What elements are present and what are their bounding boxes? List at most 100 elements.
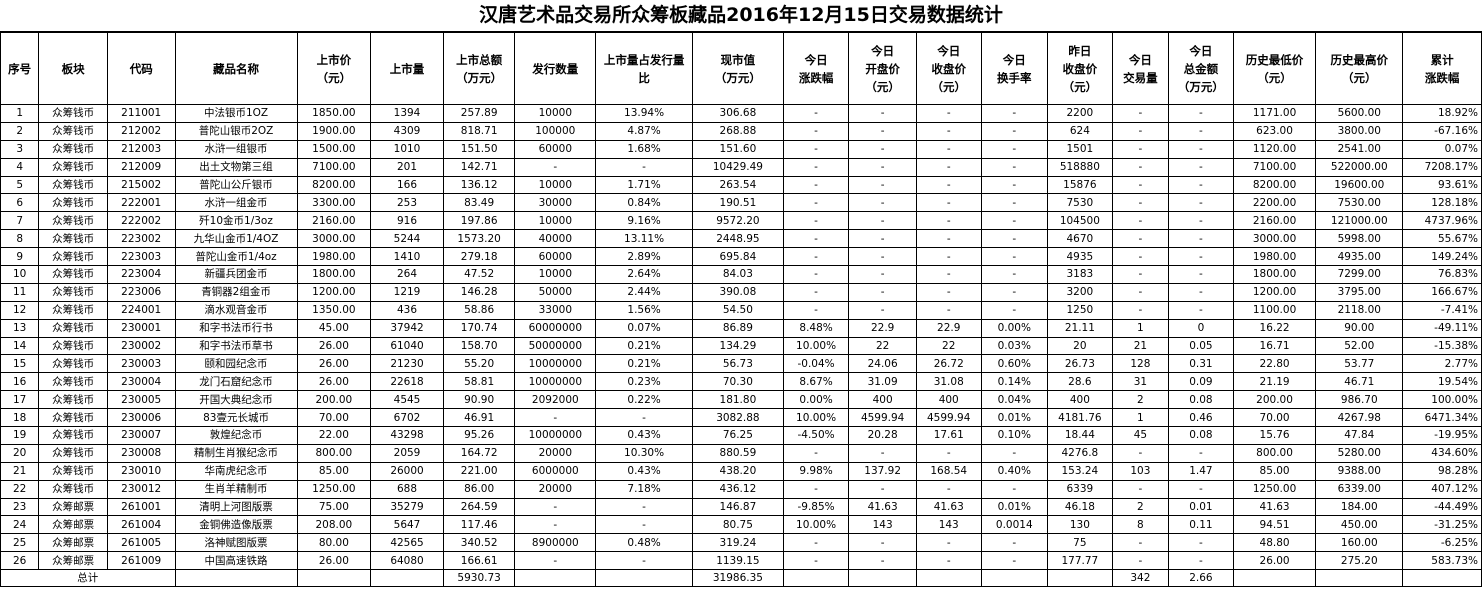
table-cell: 0 <box>1168 318 1234 338</box>
table-cell: 0.07% <box>1402 139 1482 159</box>
table-cell: - <box>980 265 1049 284</box>
table-cell: - <box>848 211 917 231</box>
table-cell: 33000 <box>514 300 597 320</box>
table-cell: - <box>1111 265 1170 284</box>
table-cell: 洛神赋图版票 <box>174 533 298 553</box>
table-cell: 1 <box>0 104 40 123</box>
table-cell: 166.61 <box>442 551 516 571</box>
table-cell: 76.25 <box>692 426 784 445</box>
table-cell: 九华山金币1/4OZ <box>174 229 298 249</box>
table-cell: 117.46 <box>442 515 516 535</box>
table-cell: -67.16% <box>1402 121 1482 141</box>
table-cell: - <box>915 104 982 123</box>
table-cell: - <box>848 533 917 553</box>
table-row: 5 众筹钱币 215002 普陀山公斤银币 8200.00 166 136.12 10000 1… <box>0 175 1482 195</box>
table-cell: 20 <box>0 443 40 463</box>
table-cell: 华南虎纪念币 <box>174 461 298 481</box>
header-row: 序号 板块 代码 藏品名称 上市价 （元） 上市量 上市总额 （万元） 发行数量 上市量占发行量比现… <box>0 32 1482 105</box>
table-cell: 230008 <box>106 443 176 463</box>
table-row: 21 众筹钱币 230010 华南虎纪念币 85.00 26000 221.00 600000… <box>0 461 1482 481</box>
table-cell: 18.92% <box>1402 104 1482 123</box>
table-cell: 3800.00 <box>1315 121 1404 141</box>
table-cell: 275.20 <box>1315 551 1404 571</box>
table-cell: 45.00 <box>296 318 372 338</box>
table-cell: 水浒一组金币 <box>174 193 298 213</box>
table-cell: 1.47 <box>1168 461 1234 481</box>
table-cell: 212009 <box>106 157 176 177</box>
table-cell: 880.59 <box>692 443 784 463</box>
table-cell: 143 <box>915 515 982 535</box>
table-cell: 319.24 <box>692 533 784 553</box>
table-cell: 85.00 <box>1232 461 1317 481</box>
table-row: 4 众筹钱币 212009 出土文物第三组 7100.00 201 142.71- -1042… <box>0 157 1482 177</box>
table-cell: 58.81 <box>442 372 516 392</box>
table-cell: 268.88 <box>692 121 784 141</box>
table-cell: 众筹钱币 <box>38 282 108 302</box>
table-cell: 4599.94 <box>848 408 917 428</box>
table-cell: - <box>595 497 693 517</box>
table-cell: 22.9 <box>848 318 917 338</box>
table-cell: 2.64% <box>595 265 693 284</box>
table-cell: - <box>980 157 1049 177</box>
table-cell: 众筹邮票 <box>38 533 108 553</box>
table-cell: 197.86 <box>442 211 516 231</box>
column-header-text: 历史最高价 <box>1330 52 1389 67</box>
table-cell: - <box>1168 282 1234 302</box>
column-header-text: （元） <box>865 79 900 94</box>
table-cell: 歼10金币1/3oz <box>174 211 298 231</box>
table-cell: - <box>915 229 982 249</box>
table-cell: - <box>1168 265 1234 284</box>
column-header: 藏品名称 <box>174 32 298 105</box>
table-cell: 166.67% <box>1402 282 1482 302</box>
table-cell: 龙门石窟纪念币 <box>174 372 298 392</box>
table-cell: 263.54 <box>692 175 784 195</box>
table-cell: 1200.00 <box>1232 282 1317 302</box>
table-row: 22 众筹钱币 230012 生肖羊精制币 1250.00 688 86.00 20000 7.… <box>0 479 1482 499</box>
table-cell: - <box>1111 229 1170 249</box>
table-cell: 222002 <box>106 211 176 231</box>
table-cell: 1350.00 <box>296 300 372 320</box>
table-cell: - <box>980 533 1049 553</box>
column-header-text: 累计 <box>1430 52 1454 67</box>
table-cell: 18.44 <box>1047 426 1113 445</box>
column-header: 上市价 （元） <box>296 32 372 105</box>
table-cell: 45 <box>1111 426 1170 445</box>
table-cell: 4181.76 <box>1047 408 1113 428</box>
table-cell: 2059 <box>370 443 444 463</box>
table-cell: - <box>980 300 1049 320</box>
table-cell: - <box>848 157 917 177</box>
table-cell: 26.72 <box>915 354 982 374</box>
table-cell: -19.95% <box>1402 426 1482 445</box>
table-cell: 普陀山公斤银币 <box>174 175 298 195</box>
table-cell: 153.24 <box>1047 461 1113 481</box>
table-cell: 0.40% <box>980 461 1049 481</box>
table-cell: 70.30 <box>692 372 784 392</box>
table-cell: - <box>980 443 1049 463</box>
table-cell: 1980.00 <box>296 247 372 267</box>
table-cell: 1980.00 <box>1232 247 1317 267</box>
table-cell: 清明上河图版票 <box>174 497 298 517</box>
table-cell: 41.63 <box>1232 497 1317 517</box>
table-cell: 76.83% <box>1402 265 1482 284</box>
table-cell: 31.08 <box>915 372 982 392</box>
table-cell: 2200.00 <box>1232 193 1317 213</box>
table-cell: 0.08 <box>1168 426 1234 445</box>
table-cell: 146.28 <box>442 282 516 302</box>
table-cell: - <box>1168 300 1234 320</box>
table-cell: 众筹钱币 <box>38 157 108 177</box>
table-cell: 0.05 <box>1168 336 1234 356</box>
table-cell: 21.11 <box>1047 318 1113 338</box>
table-cell: 164.72 <box>442 443 516 463</box>
table-cell: 90.90 <box>442 390 516 410</box>
table-cell: 0.00% <box>782 390 850 410</box>
table-cell: 众筹钱币 <box>38 461 108 481</box>
table-cell: 26 <box>0 551 40 571</box>
column-header-text: （元） <box>1062 79 1098 94</box>
table-cell: 0.48% <box>595 533 693 553</box>
table-cell: 1.56% <box>595 300 693 320</box>
table-cell: 0.84% <box>595 193 693 213</box>
table-cell: 22 <box>848 336 917 356</box>
table-cell: 31.09 <box>848 372 917 392</box>
table-cell: 6471.34% <box>1402 408 1482 428</box>
column-header: 今日 换手率 <box>980 32 1049 105</box>
